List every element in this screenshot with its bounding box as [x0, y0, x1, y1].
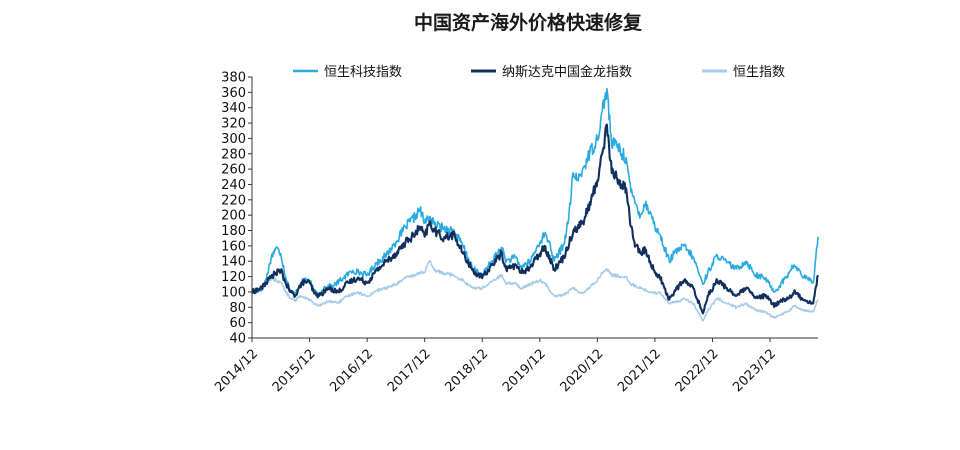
y-tick-label: 260: [221, 163, 246, 178]
y-tick-label: 60: [229, 316, 246, 331]
y-tick-label: 360: [221, 86, 246, 101]
y-tick-label: 80: [229, 301, 246, 316]
x-tick-label: 2014/12: [212, 346, 261, 395]
y-axis-ticks: 4060801001201401601802002202402602803003…: [221, 71, 252, 347]
legend-label-hsi: 恒生指数: [733, 65, 785, 80]
series-layer: [251, 87, 819, 322]
y-tick-label: 200: [221, 209, 246, 224]
y-tick-label: 180: [221, 224, 246, 239]
x-tick-label: 2019/12: [500, 346, 549, 395]
x-tick-label: 2021/12: [615, 346, 664, 395]
y-tick-label: 320: [221, 117, 246, 132]
y-tick-label: 120: [221, 270, 246, 285]
y-tick-label: 220: [221, 193, 246, 208]
chart-title: 中国资产海外价格快速修复: [414, 11, 643, 34]
series-hsi-line: [251, 259, 819, 322]
x-tick-label: 2017/12: [385, 346, 434, 395]
legend: 恒生科技指数 纳斯达克中国金龙指数 恒生指数: [293, 64, 785, 80]
y-tick-label: 340: [221, 101, 246, 116]
series-hstech-line: [251, 87, 819, 297]
x-tick-label: 2018/12: [442, 346, 491, 395]
y-tick-label: 160: [221, 239, 246, 254]
y-tick-label: 280: [221, 147, 246, 162]
x-tick-label: 2020/12: [558, 346, 607, 395]
x-tick-label: 2016/12: [327, 346, 376, 395]
y-tick-label: 140: [221, 255, 246, 270]
legend-label-nasdaq-golden-dragon: 纳斯达克中国金龙指数: [502, 64, 632, 80]
y-tick-label: 240: [221, 178, 246, 193]
x-tick-label: 2022/12: [673, 346, 722, 395]
x-axis-ticks: 2014/12 2015/12 2016/12 2017/12 2018/12 2019/…: [212, 338, 779, 395]
x-tick-label: 2015/12: [270, 346, 319, 395]
y-tick-label: 380: [221, 71, 246, 86]
legend-label-hstech: 恒生科技指数: [324, 65, 402, 80]
y-tick-label: 100: [221, 285, 246, 300]
y-tick-label: 300: [221, 132, 246, 147]
axes: [251, 77, 818, 339]
y-tick-label: 40: [229, 332, 246, 347]
x-tick-label: 2023/12: [730, 346, 779, 395]
series-nasdaq-golden-dragon-line: [251, 123, 819, 315]
